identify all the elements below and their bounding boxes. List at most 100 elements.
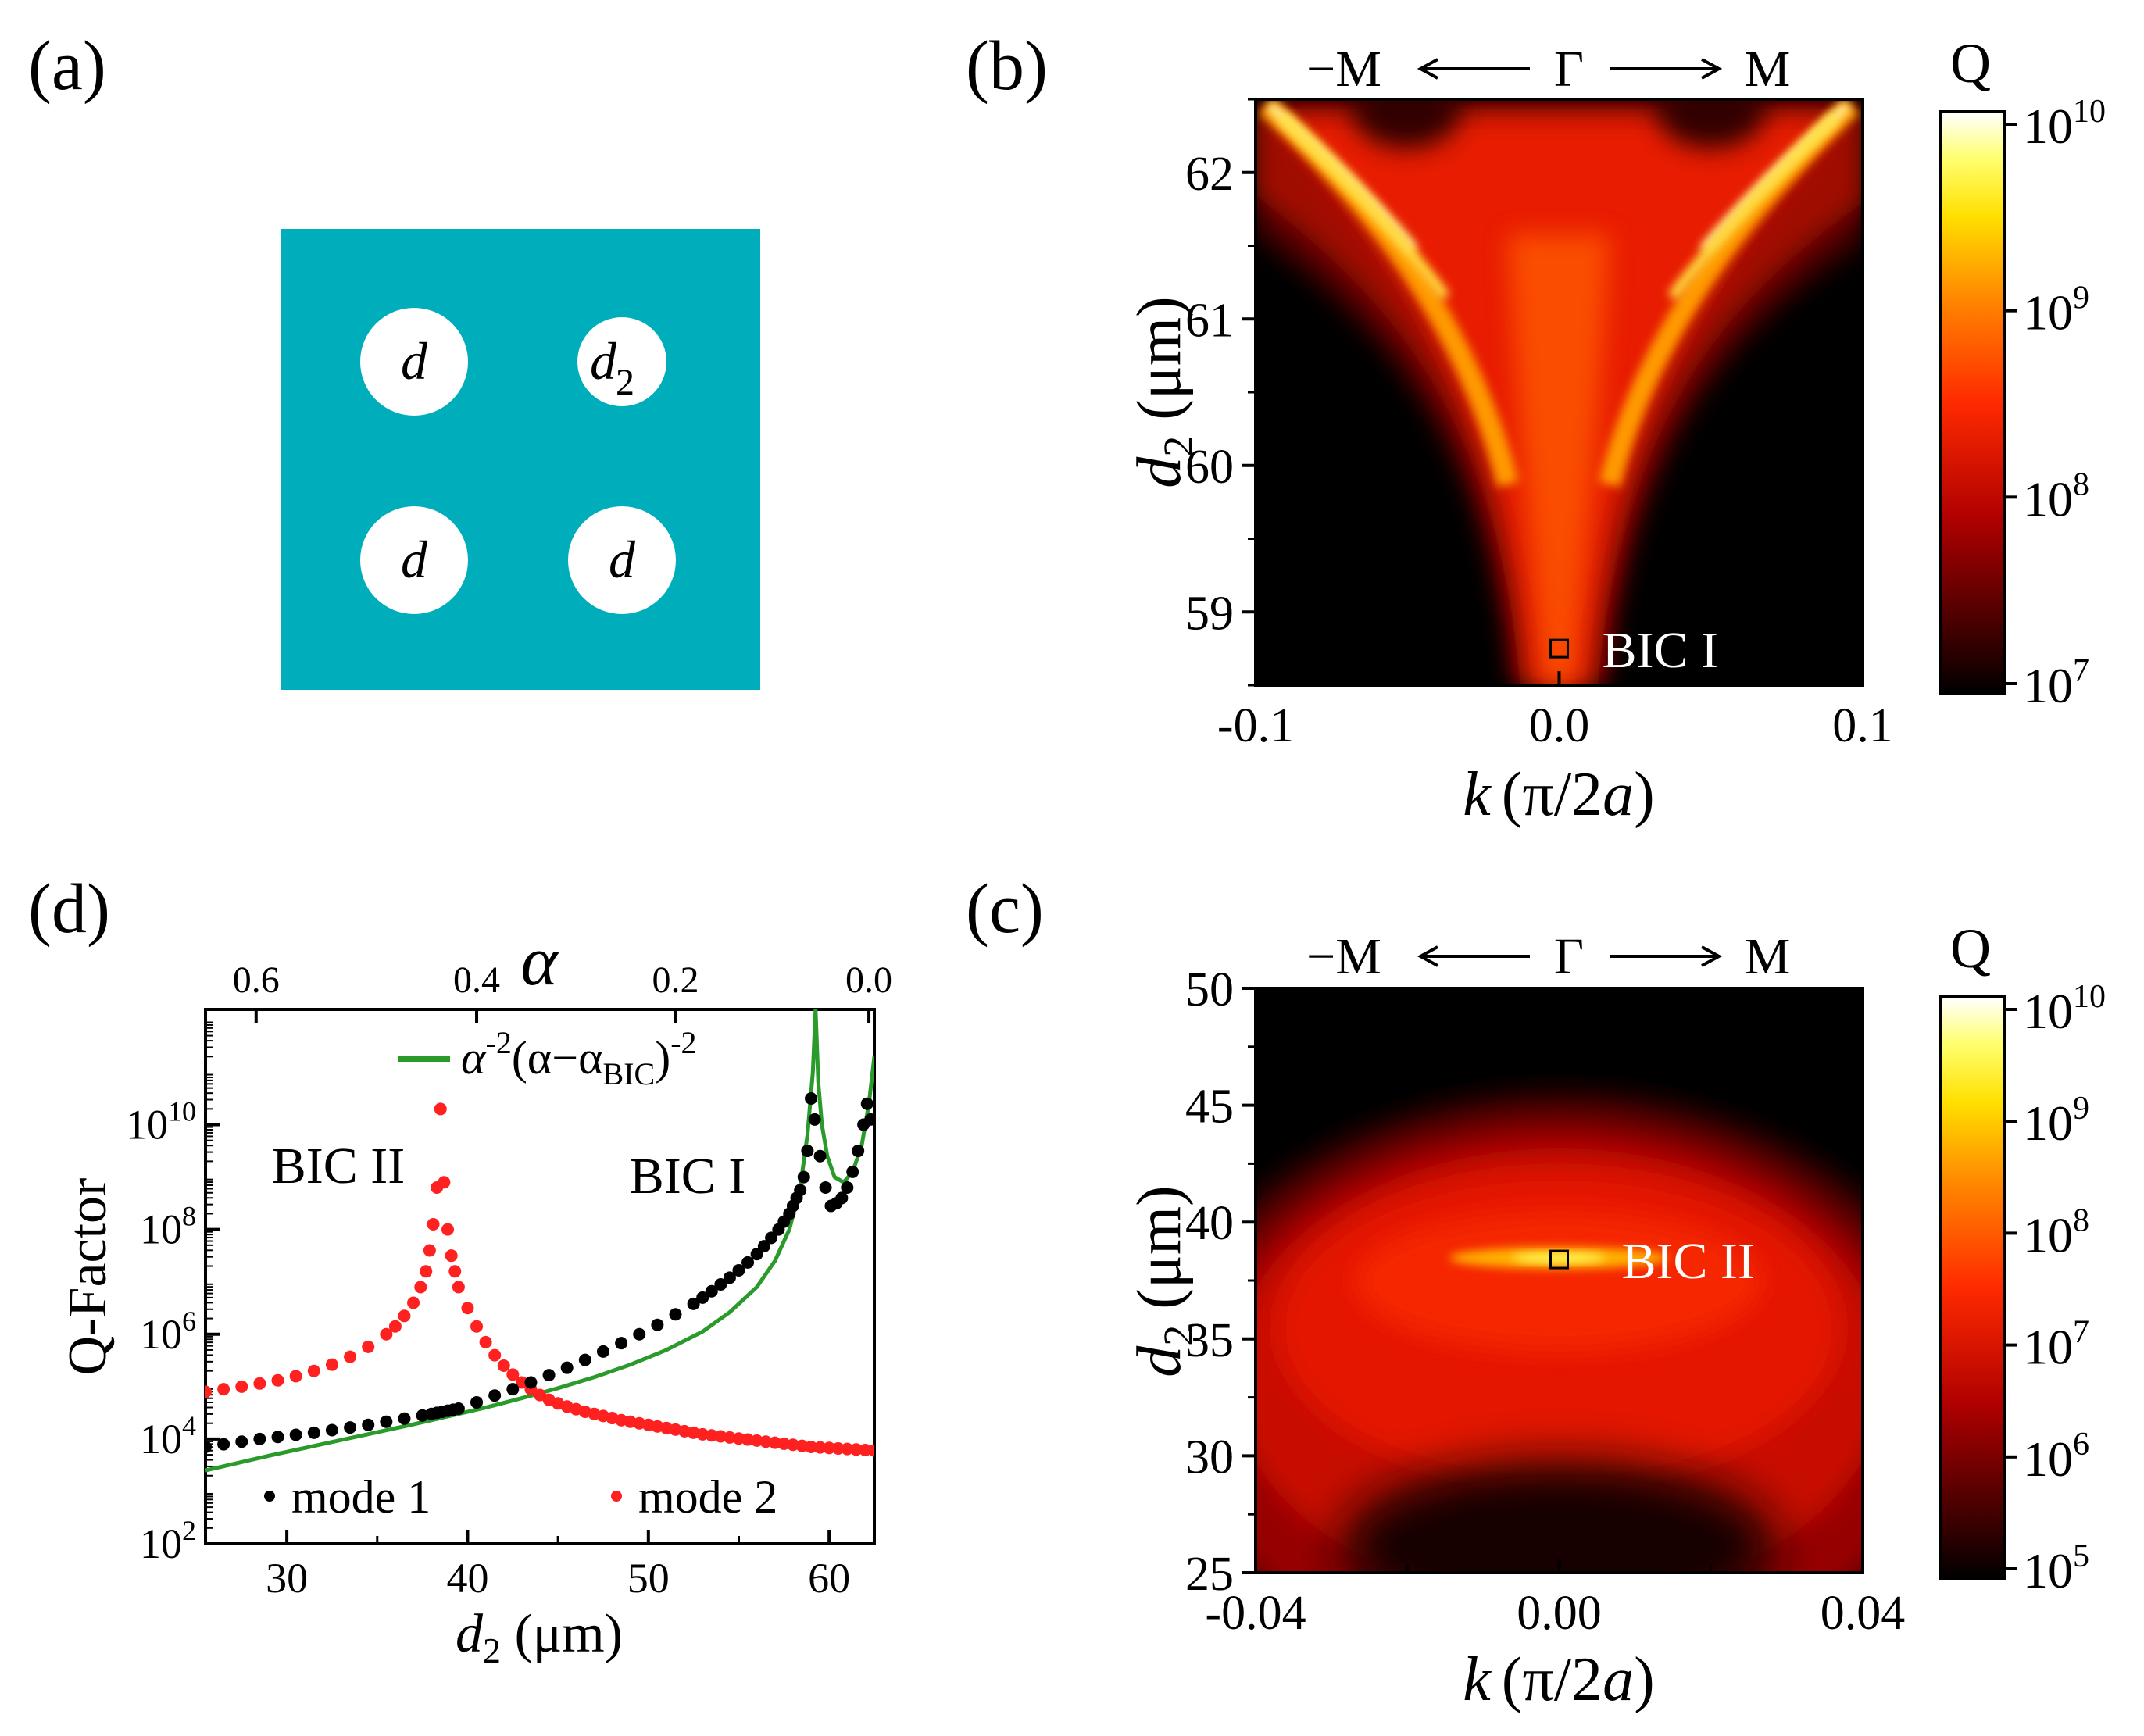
fit-sub: BIC	[603, 1056, 656, 1091]
plot-d-frame	[204, 1008, 876, 1545]
mode2-point	[732, 1432, 745, 1445]
y-tick-label-d: 106	[140, 1306, 196, 1358]
y-tick-label-d: 102	[140, 1515, 196, 1567]
colorbar-c-title: Q	[1950, 917, 1991, 980]
xlabel-d-main: d	[456, 1604, 484, 1664]
mode1-point	[805, 1092, 818, 1105]
mode2-point	[461, 1302, 474, 1315]
hole-label-d-1: d	[401, 331, 428, 391]
xlabel-b-unit: (π/2	[1502, 760, 1603, 829]
mode2-point	[723, 1431, 736, 1444]
fit-legend: α-2(α−αBIC)-2	[398, 1025, 697, 1091]
fit-curve	[205, 1009, 874, 1473]
mode1-point	[813, 1149, 827, 1163]
mode2-point	[441, 1223, 455, 1236]
mode1-point	[750, 1248, 763, 1261]
top-tick-label-d: 0.0	[845, 959, 892, 1001]
colorbar-tick-label-c-exp: 8	[2073, 1202, 2089, 1238]
mode2-point	[470, 1320, 484, 1333]
xlabel-c-close: )	[1634, 1645, 1655, 1714]
mode2-point	[849, 1443, 863, 1456]
mode1-point	[398, 1412, 411, 1425]
xlabel-b: k (π/2a)	[1463, 760, 1654, 829]
mode1-point	[714, 1278, 727, 1291]
x-tick-label-c: 0.00	[1517, 1587, 1602, 1640]
xlabel-c-unit: (π/2	[1502, 1645, 1603, 1714]
colorbar-tick-label-b-base: 10	[2023, 471, 2073, 527]
mode2-point	[420, 1265, 433, 1278]
mode2-point	[515, 1376, 528, 1389]
mode1-point	[808, 1113, 821, 1126]
mode1-point	[723, 1271, 736, 1284]
mode2-point	[427, 1217, 440, 1231]
mode2-point	[714, 1430, 727, 1443]
mode1-point	[524, 1376, 538, 1389]
mode1-point	[797, 1170, 810, 1184]
arrow-right-label: M	[1745, 41, 1791, 98]
colorbar-tick-label-c-exp: 6	[2073, 1427, 2089, 1463]
x-tick-label-c: 0.04	[1821, 1587, 1906, 1640]
panel-d-scatter: (d) α 30 40 50 600.6 0.4 0.2 0.010210410610810…	[28, 870, 892, 1670]
mode1-point	[819, 1181, 832, 1194]
mode1-point	[380, 1415, 393, 1428]
panel-b-label: (b)	[966, 27, 1048, 105]
bic-marker-c	[1549, 1249, 1569, 1270]
y-tick-label-c: 50	[1185, 963, 1234, 1016]
mode2-point	[479, 1335, 492, 1348]
mode2-point	[445, 1249, 458, 1263]
x-tick-label-b: 0.1	[1832, 699, 1893, 752]
mode1-point	[271, 1431, 284, 1444]
mode2-point	[795, 1439, 809, 1452]
mode1-point	[852, 1145, 865, 1158]
colorbar-tick-label-c: 1010	[2023, 979, 2106, 1039]
ylabel-c: d2 (μm)	[1125, 1185, 1202, 1377]
mode1-point	[596, 1345, 609, 1358]
colorbar-tick-label-b-exp: 9	[2073, 280, 2089, 316]
mode2-point	[344, 1350, 357, 1363]
colorbar-tick-label-c-exp: 5	[2073, 1538, 2089, 1574]
ylabel-b-d: d	[1125, 456, 1194, 488]
mode1-point	[669, 1308, 682, 1321]
mode2-point	[696, 1427, 709, 1441]
hole-label-d2-sub: 2	[616, 362, 634, 403]
x-tick-label-c: -0.04	[1205, 1587, 1306, 1640]
top-tick-label-d: 0.2	[652, 959, 699, 1001]
mode2-point	[831, 1441, 845, 1455]
y-tick-label-d-base: 10	[126, 1102, 168, 1148]
mode2-point	[307, 1364, 320, 1377]
direction-arrows	[1417, 58, 1723, 80]
y-tick-label-b: 62	[1185, 148, 1234, 201]
mode1-point	[615, 1337, 628, 1350]
mode2-point	[750, 1434, 763, 1447]
y-tick-label-d: 104	[140, 1410, 196, 1463]
legend-mode1-label: mode 1	[291, 1471, 431, 1523]
panel-a-label: (a)	[28, 27, 106, 105]
ylabel-c-d: d	[1125, 1345, 1194, 1377]
mode2-point	[741, 1433, 755, 1446]
mode2-point	[414, 1281, 427, 1294]
y-tick-label-c: 35	[1185, 1314, 1234, 1367]
y-tick-label-c: 45	[1185, 1081, 1234, 1134]
y-tick-label-c: 30	[1185, 1431, 1234, 1484]
mode1-point	[344, 1421, 357, 1434]
xlabel-d: d2 (μm)	[456, 1604, 623, 1670]
colorbar-tick-label-c-exp: 7	[2073, 1315, 2089, 1351]
axes-b: -0.1 0.0 0.1 59 60 61 62	[1185, 98, 1893, 752]
mode1-point	[794, 1184, 807, 1197]
xlabel-b-close: )	[1634, 760, 1655, 829]
mode2-point	[325, 1358, 338, 1371]
mode2-point	[271, 1373, 284, 1387]
colorbar-tick-label-b: 107	[2023, 653, 2089, 713]
xlabel-d-sub: 2	[483, 1631, 501, 1670]
mode2-point	[362, 1340, 375, 1353]
hole-bottom-right	[568, 506, 676, 614]
ylabel-b: d2 (μm)	[1125, 296, 1202, 488]
hole-label-d2-main: d	[590, 331, 617, 391]
colorbar-tick-label-c-base: 10	[2023, 1431, 2073, 1487]
mode2-point	[497, 1359, 510, 1372]
y-tick-label-c: 25	[1185, 1548, 1234, 1601]
y-tick-label-d-exp: 6	[182, 1306, 196, 1337]
y-tick-label-b: 61	[1185, 294, 1234, 347]
